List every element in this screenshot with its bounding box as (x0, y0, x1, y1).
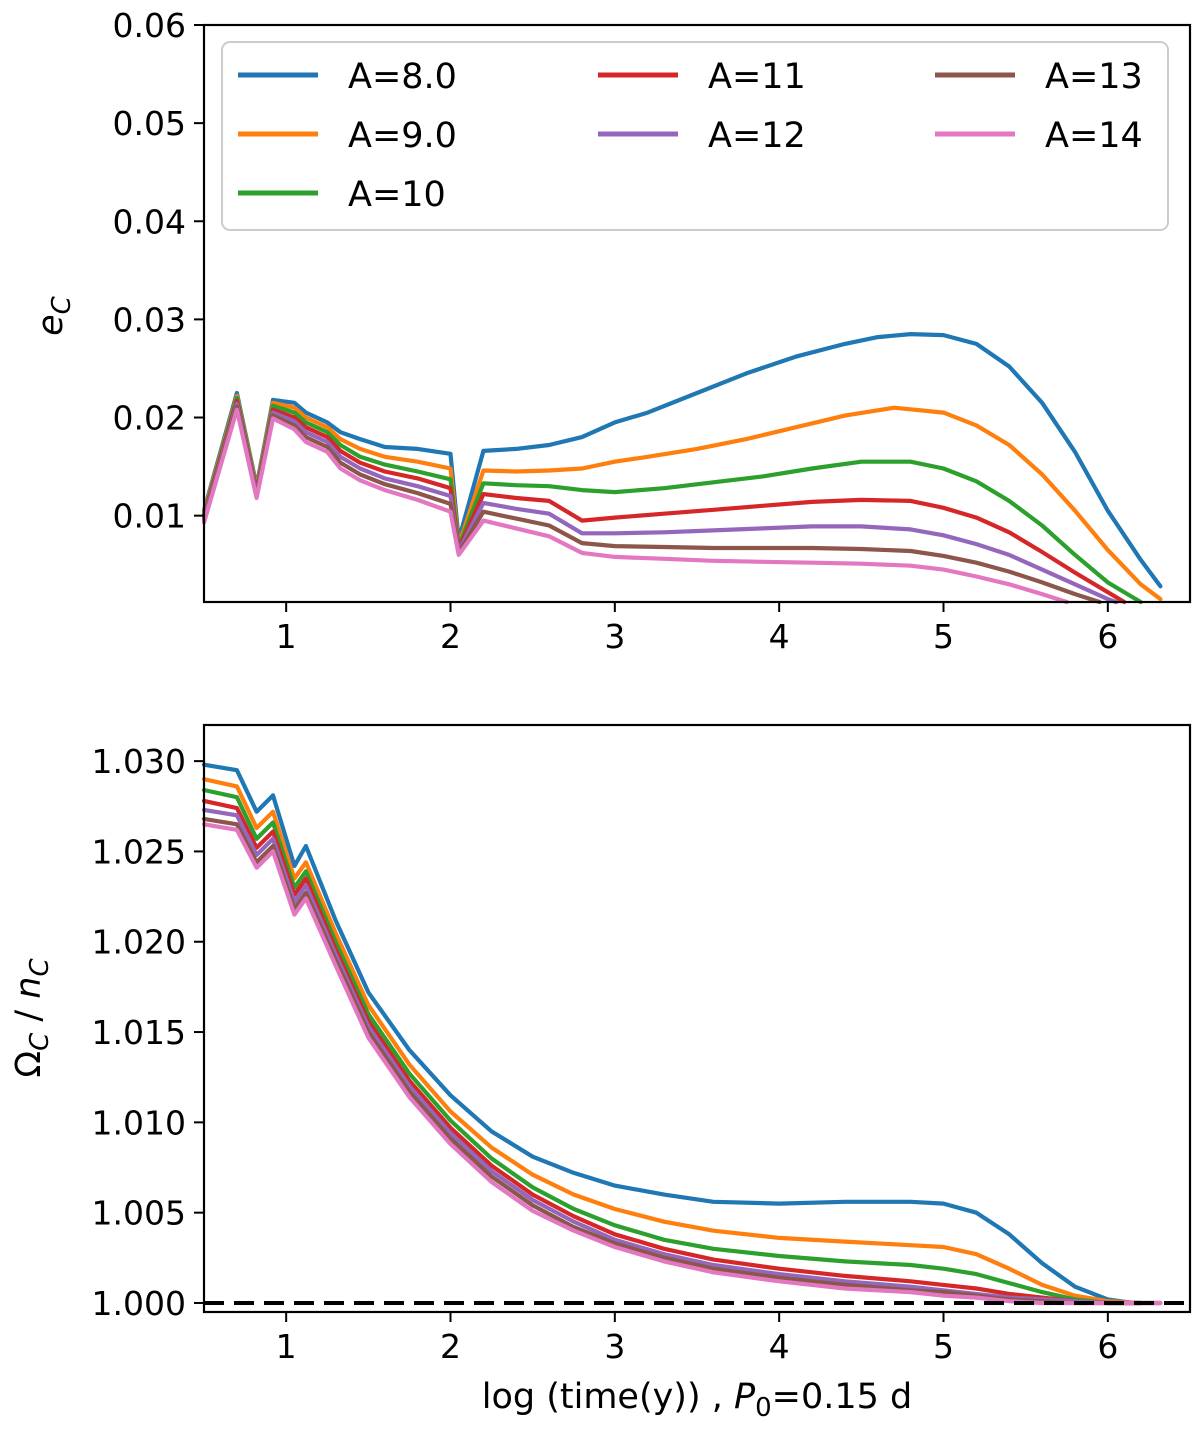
bottom-y-ticks: 1.000 1.005 1.010 1.015 1.020 1.025 1.030 (92, 742, 204, 1323)
legend-label: A=10 (348, 175, 446, 215)
top-x-tick-label: 1 (276, 617, 297, 656)
bottom-y-axis-label: ΩC / nC (9, 958, 55, 1078)
bottom-x-tick-label: 1 (276, 1327, 297, 1366)
top-x-tick-label: 5 (933, 617, 954, 656)
bottom-x-tick-label: 6 (1097, 1327, 1118, 1366)
bottom-y-tick-label: 1.025 (92, 832, 186, 871)
legend-entry: A=9.0 (238, 116, 457, 156)
legend-entry: A=8.0 (238, 57, 457, 97)
series-line-a-14 (201, 407, 1069, 605)
series-line-a-11 (201, 798, 1143, 1306)
top-x-tick-label: 6 (1097, 617, 1118, 656)
legend-entry: A=11 (598, 57, 806, 97)
series-line-a-13 (201, 404, 1102, 605)
legend-label: A=11 (708, 57, 806, 97)
legend-box (221, 41, 1169, 231)
series-line-a-8-0 (201, 332, 1163, 589)
top-y-axis-label: eC (31, 295, 77, 336)
series-line-a-14 (201, 822, 1163, 1306)
bottom-series-group (201, 762, 1163, 1306)
bottom-y-tick-label: 1.030 (92, 742, 186, 781)
top-x-tick-label: 3 (604, 617, 625, 656)
top-y-tick-label: 0.04 (113, 202, 186, 241)
legend-label: A=8.0 (348, 57, 457, 97)
bottom-y-tick-label: 1.020 (92, 923, 186, 962)
series-line-a-9-0 (201, 393, 1163, 602)
top-y-tick-label: 0.01 (113, 497, 186, 536)
top-panel: 1 2 3 4 5 6 0.01 0.02 0.03 0.04 0.05 0.06 eC A=8.0… (31, 6, 1192, 656)
legend-label: A=12 (708, 116, 806, 156)
series-line-a-10 (201, 395, 1143, 605)
bottom-x-axis-label: log (time(y)) , P0=0.15 d (482, 1377, 913, 1423)
bottom-x-tick-label: 5 (933, 1327, 954, 1366)
top-y-tick-label: 0.05 (113, 104, 186, 143)
top-x-tick-label: 2 (440, 617, 461, 656)
top-y-tick-label: 0.03 (113, 300, 186, 339)
bottom-y-tick-label: 1.010 (92, 1103, 186, 1142)
series-line-a-8-0 (201, 762, 1163, 1306)
bottom-y-tick-label: 1.000 (92, 1284, 186, 1323)
bottom-y-tick-label: 1.015 (92, 1013, 186, 1052)
legend-label: A=13 (1045, 57, 1143, 97)
bottom-x-tick-label: 4 (769, 1327, 790, 1366)
top-axes-frame (202, 23, 1192, 604)
top-series-group (201, 332, 1163, 605)
series-line-a-9-0 (201, 777, 1163, 1306)
bottom-axes-frame (202, 723, 1192, 1314)
legend-label: A=9.0 (348, 116, 457, 156)
legend-entry: A=13 (935, 57, 1143, 97)
legend-entry: A=12 (598, 116, 806, 156)
series-line-a-11 (201, 398, 1127, 605)
legend-entry: A=10 (238, 175, 446, 215)
bottom-x-tick-label: 2 (440, 1327, 461, 1366)
bottom-x-ticks: 1 2 3 4 5 6 (276, 1312, 1118, 1366)
top-y-tick-label: 0.06 (113, 6, 186, 45)
legend: A=8.0 A=9.0 A=10 A=11 A=12 A=13 (221, 41, 1169, 231)
legend-entry: A=14 (935, 116, 1143, 156)
bottom-x-tick-label: 3 (604, 1327, 625, 1366)
top-x-ticks: 1 2 3 4 5 6 (276, 602, 1118, 656)
top-x-tick-label: 4 (769, 617, 790, 656)
series-line-a-12 (201, 401, 1119, 605)
top-y-tick-label: 0.02 (113, 399, 186, 438)
legend-label: A=14 (1045, 116, 1143, 156)
top-y-ticks: 0.01 0.02 0.03 0.04 0.05 0.06 (113, 6, 204, 536)
series-line-a-10 (201, 787, 1143, 1306)
bottom-y-tick-label: 1.005 (92, 1194, 186, 1233)
